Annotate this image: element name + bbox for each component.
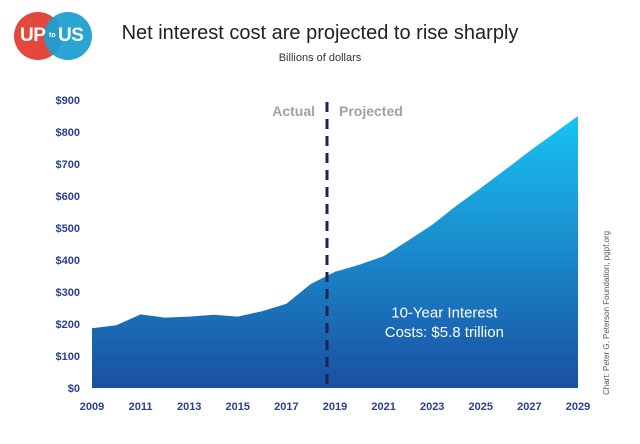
y-tick-label: $100 [56, 351, 80, 363]
y-tick-label: $700 [56, 159, 80, 171]
y-tick-label: $600 [56, 191, 80, 203]
y-tick-label: $300 [56, 287, 80, 299]
chart-area [92, 116, 578, 388]
y-tick-label: $900 [56, 95, 80, 107]
y-tick-label: $400 [56, 255, 80, 267]
x-tick-label: 2017 [274, 401, 298, 413]
x-tick-label: 2025 [469, 401, 493, 413]
y-tick-label: $0 [68, 383, 80, 395]
y-tick-label: $500 [56, 223, 80, 235]
logo-text-us: US [58, 25, 84, 46]
logo-text-up: UP [20, 25, 46, 46]
y-tick-label: $800 [56, 127, 80, 139]
chart-subtitle: Billions of dollars [278, 52, 362, 64]
x-tick-label: 2013 [177, 401, 201, 413]
phase-label-actual: Actual [272, 103, 315, 119]
chart-title: Net interest cost are projected to rise … [121, 22, 519, 44]
x-tick-label: 2023 [420, 401, 444, 413]
x-tick-label: 2019 [323, 401, 347, 413]
logo: UP to US [14, 12, 92, 60]
logo-text-to: to [49, 32, 56, 39]
x-tick-label: 2015 [226, 401, 250, 413]
x-tick-label: 2027 [517, 401, 541, 413]
x-tick-label: 2029 [566, 401, 590, 413]
annotation-line-1: 10-Year Interest [391, 305, 498, 322]
x-tick-label: 2011 [129, 401, 153, 413]
phase-label-projected: Projected [339, 103, 403, 119]
annotation-line-2: Costs: $5.8 trillion [385, 324, 504, 341]
x-tick-label: 2021 [371, 401, 395, 413]
y-tick-label: $200 [56, 319, 80, 331]
source-credit-text: Chart: Peter G. Peterson Foundation, pgp… [602, 230, 611, 395]
x-tick-label: 2009 [80, 401, 104, 413]
logo-right-circle [44, 12, 92, 60]
